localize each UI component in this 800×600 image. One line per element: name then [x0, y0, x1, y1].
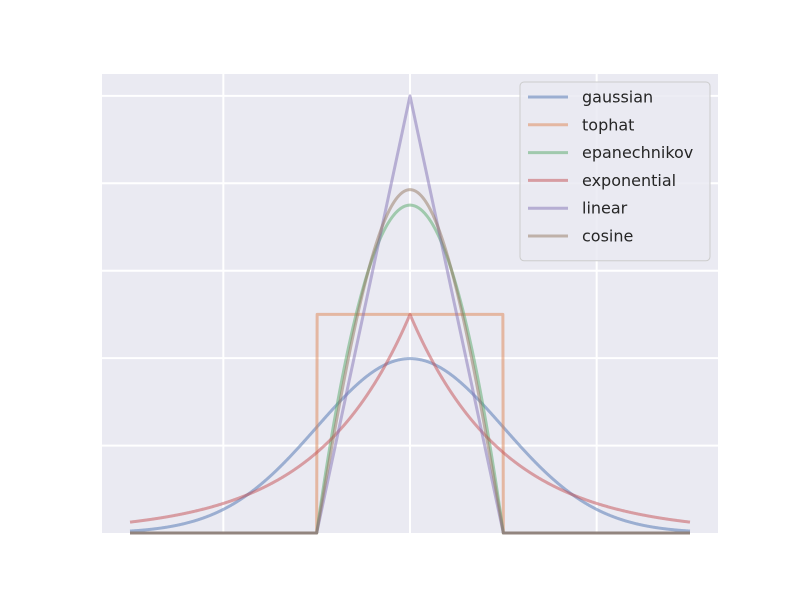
legend-label-tophat: tophat — [582, 115, 634, 134]
legend: gaussian tophat epanechnikov exponential lin… — [519, 81, 711, 262]
legend-label-epanechnikov: epanechnikov — [582, 143, 693, 162]
series-line-cosine — [128, 188, 692, 535]
legend-label-exponential: exponential — [582, 171, 676, 190]
series-line-exponential — [128, 312, 692, 524]
series-lines — [128, 94, 692, 535]
legend-label-gaussian: gaussian — [582, 88, 653, 107]
legend-label-linear: linear — [582, 199, 628, 218]
legend-box — [519, 81, 711, 262]
legend-label-cosine: cosine — [582, 227, 633, 246]
series-line-gaussian — [128, 357, 692, 533]
